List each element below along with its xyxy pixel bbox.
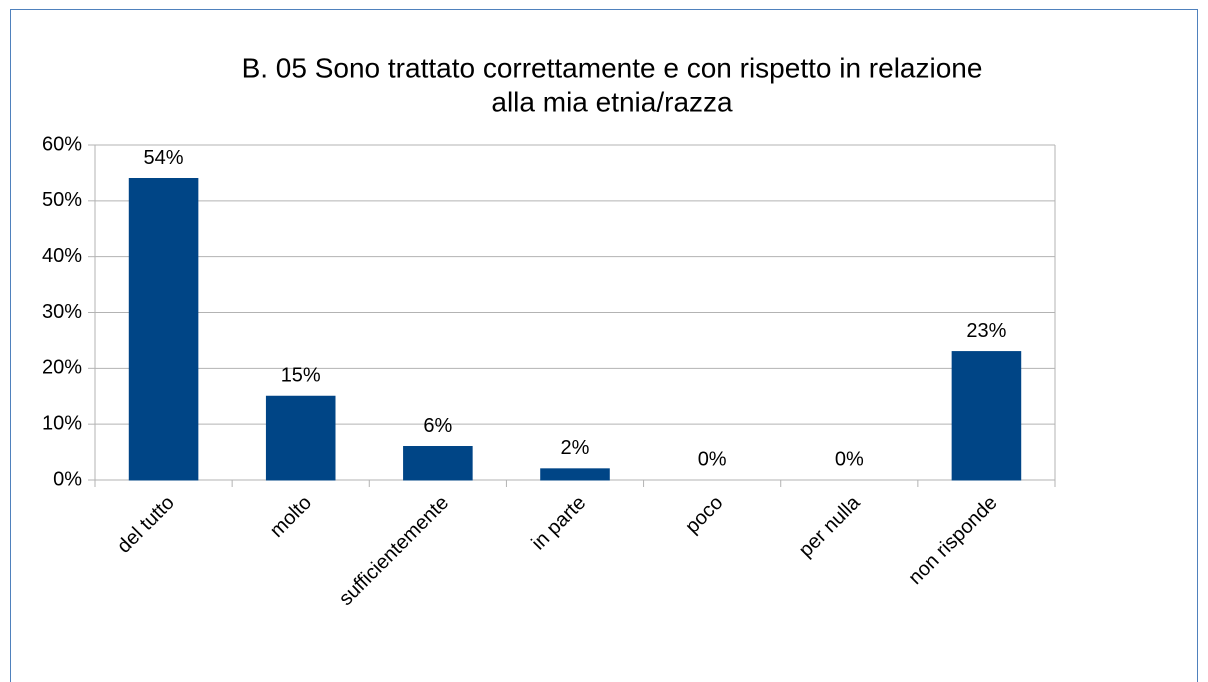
chart-title: alla mia etnia/razza [491, 86, 733, 117]
value-label: 0% [698, 448, 727, 470]
bar [265, 395, 336, 481]
y-tick-label: 0% [53, 468, 82, 490]
value-label: 0% [835, 448, 864, 470]
value-label: 23% [966, 320, 1006, 342]
y-tick-label: 40% [42, 245, 82, 267]
value-label: 2% [561, 437, 590, 459]
bar [540, 468, 610, 481]
value-label: 6% [423, 415, 452, 437]
value-label: 15% [281, 365, 321, 387]
y-tick-label: 20% [42, 357, 82, 379]
y-tick-label: 60% [42, 133, 82, 155]
bar [951, 351, 1022, 481]
bar [128, 178, 199, 481]
y-tick-label: 10% [42, 412, 82, 434]
chart-title: B. 05 Sono trattato correttamente e con … [242, 52, 983, 83]
value-label: 54% [144, 147, 184, 169]
bar [403, 446, 473, 481]
y-tick-label: 30% [42, 301, 82, 323]
y-tick-label: 50% [42, 189, 82, 211]
frame [10, 9, 1198, 682]
